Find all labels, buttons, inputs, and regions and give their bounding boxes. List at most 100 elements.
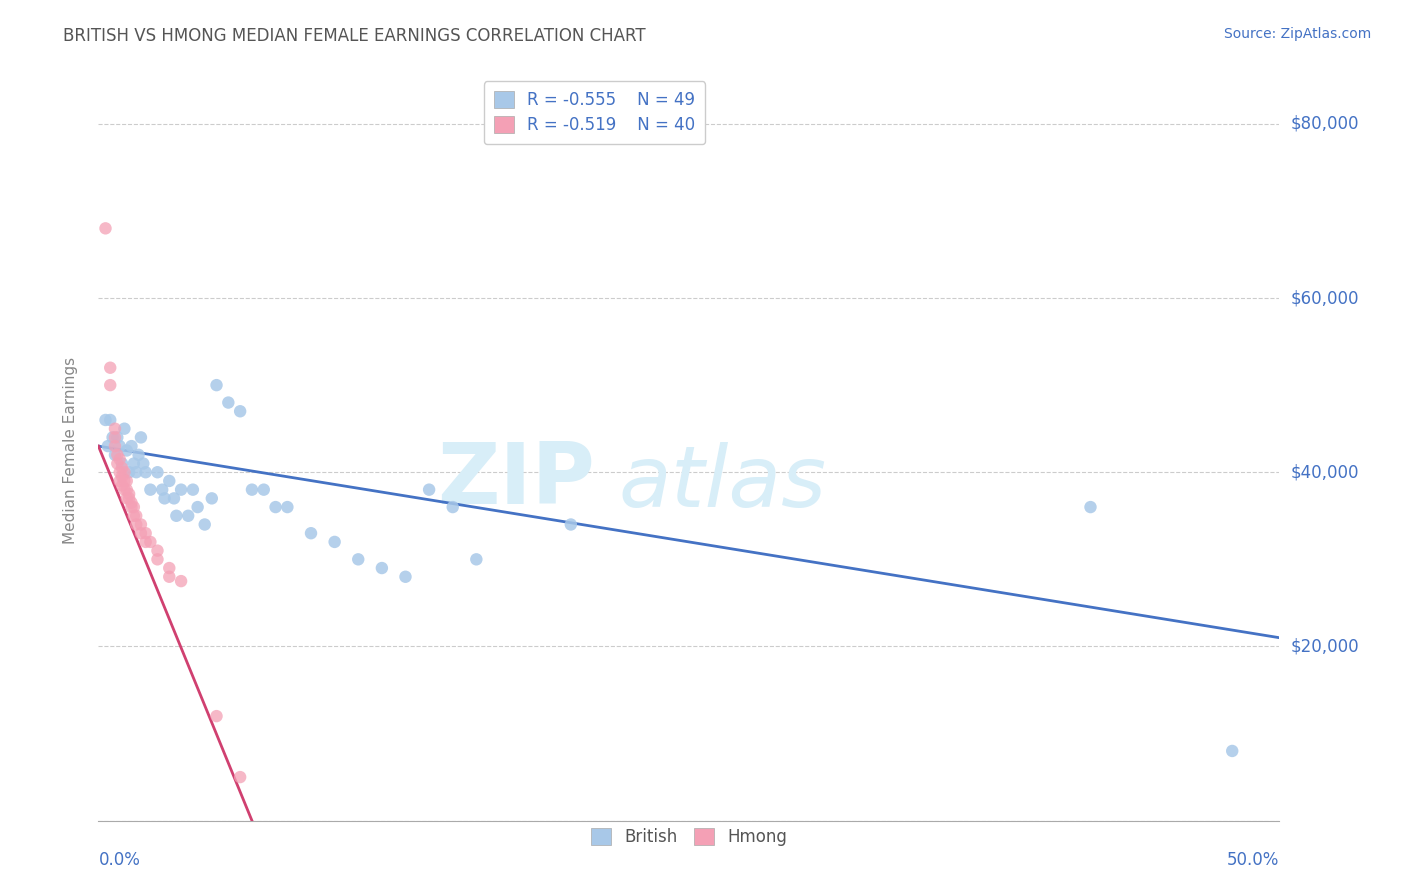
- Point: [108, 465, 131, 479]
- Point: [135, 465, 157, 479]
- Point: [111, 461, 134, 475]
- Point: [146, 465, 169, 479]
- Point: [150, 483, 173, 497]
- Point: [139, 535, 162, 549]
- Point: [111, 478, 134, 492]
- Point: [139, 483, 162, 497]
- Point: [112, 483, 135, 497]
- Point: [201, 491, 224, 506]
- Legend: British, Hmong: British, Hmong: [583, 822, 794, 853]
- Point: [187, 500, 209, 514]
- Point: [104, 430, 127, 444]
- Point: [132, 457, 155, 471]
- Y-axis label: Median Female Earnings: Median Female Earnings: [63, 357, 77, 544]
- Point: [115, 474, 138, 488]
- Point: [125, 517, 148, 532]
- Point: [217, 395, 239, 409]
- Point: [560, 517, 582, 532]
- Point: [253, 483, 276, 497]
- Text: 0.0%: 0.0%: [98, 851, 141, 869]
- Text: Source: ZipAtlas.com: Source: ZipAtlas.com: [1223, 27, 1371, 41]
- Point: [128, 448, 150, 462]
- Point: [441, 500, 464, 514]
- Text: ZIP: ZIP: [437, 439, 595, 522]
- Point: [347, 552, 370, 566]
- Point: [181, 483, 204, 497]
- Point: [94, 413, 117, 427]
- Point: [146, 552, 169, 566]
- Point: [121, 496, 143, 510]
- Text: BRITISH VS HMONG MEDIAN FEMALE EARNINGS CORRELATION CHART: BRITISH VS HMONG MEDIAN FEMALE EARNINGS …: [63, 27, 645, 45]
- Point: [108, 474, 131, 488]
- Point: [163, 491, 186, 506]
- Point: [418, 483, 440, 497]
- Point: [112, 465, 135, 479]
- Point: [323, 535, 346, 549]
- Point: [122, 500, 145, 514]
- Point: [122, 508, 145, 523]
- Point: [104, 422, 127, 436]
- Point: [170, 483, 193, 497]
- Point: [177, 508, 200, 523]
- Point: [101, 430, 124, 444]
- Point: [115, 443, 138, 458]
- Point: [170, 574, 193, 588]
- Point: [118, 487, 141, 501]
- Point: [194, 517, 217, 532]
- Point: [229, 770, 252, 784]
- Text: $80,000: $80,000: [1291, 115, 1360, 133]
- Point: [146, 543, 169, 558]
- Point: [118, 491, 141, 506]
- Point: [98, 360, 121, 375]
- Point: [264, 500, 287, 514]
- Text: $20,000: $20,000: [1291, 638, 1360, 656]
- Point: [276, 500, 298, 514]
- Point: [118, 465, 141, 479]
- Point: [121, 439, 143, 453]
- Point: [157, 474, 180, 488]
- Point: [394, 570, 416, 584]
- Point: [129, 430, 152, 444]
- Point: [299, 526, 322, 541]
- Point: [125, 508, 148, 523]
- Point: [104, 439, 127, 453]
- Point: [153, 491, 176, 506]
- Point: [105, 430, 128, 444]
- Point: [105, 448, 128, 462]
- Point: [111, 457, 134, 471]
- Point: [129, 526, 152, 541]
- Point: [105, 457, 128, 471]
- Point: [165, 508, 187, 523]
- Point: [125, 465, 148, 479]
- Point: [135, 535, 157, 549]
- Point: [112, 422, 135, 436]
- Point: [115, 483, 138, 497]
- Point: [98, 378, 121, 392]
- Point: [240, 483, 263, 497]
- Point: [104, 448, 127, 462]
- Point: [94, 221, 117, 235]
- Point: [111, 469, 134, 483]
- Text: atlas: atlas: [619, 442, 827, 525]
- Point: [1220, 744, 1243, 758]
- Point: [205, 378, 228, 392]
- Point: [371, 561, 394, 575]
- Text: $40,000: $40,000: [1291, 463, 1360, 482]
- Point: [157, 561, 180, 575]
- Point: [98, 413, 121, 427]
- Point: [135, 526, 157, 541]
- Text: 50.0%: 50.0%: [1227, 851, 1279, 869]
- Point: [112, 474, 135, 488]
- Point: [205, 709, 228, 723]
- Point: [229, 404, 252, 418]
- Text: $60,000: $60,000: [1291, 289, 1360, 307]
- Point: [129, 517, 152, 532]
- Point: [108, 439, 131, 453]
- Point: [115, 491, 138, 506]
- Point: [97, 439, 120, 453]
- Point: [108, 452, 131, 467]
- Point: [157, 570, 180, 584]
- Point: [465, 552, 488, 566]
- Point: [1080, 500, 1102, 514]
- Point: [122, 457, 145, 471]
